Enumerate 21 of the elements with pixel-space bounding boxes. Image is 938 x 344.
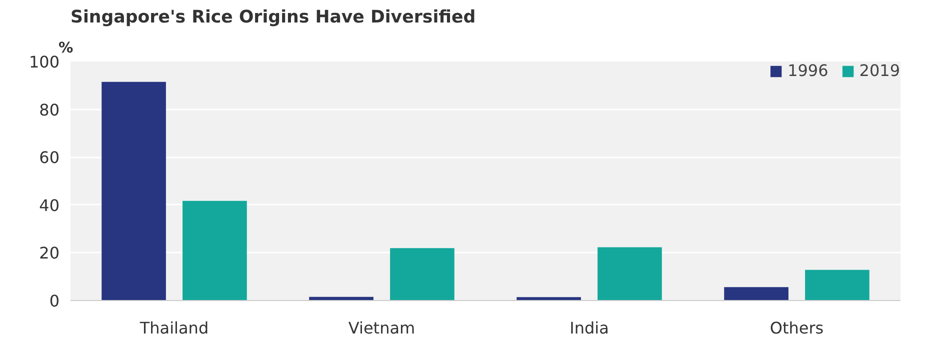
bar <box>805 270 870 300</box>
y-tick-label: 20 <box>39 244 60 263</box>
bar <box>724 287 788 300</box>
x-tick-label: India <box>570 318 609 338</box>
x-tick-label: Vietnam <box>348 318 416 338</box>
y-axis-title: % <box>58 40 74 56</box>
y-tick-label: 0 <box>49 292 60 310</box>
y-tick-label: 60 <box>39 148 60 168</box>
bar <box>516 297 581 300</box>
bar <box>598 247 662 300</box>
bar <box>390 248 454 300</box>
chart-title: Singapore's Rice Origins Have Diversified <box>70 8 476 28</box>
y-tick-label: 40 <box>39 196 60 215</box>
bar <box>182 200 247 300</box>
legend-label: 1996 <box>788 61 828 80</box>
legend-label: 2019 <box>859 61 900 80</box>
y-tick-label: 80 <box>39 100 60 120</box>
x-tick-label: Others <box>770 318 824 338</box>
y-tick-label: 100 <box>28 52 60 72</box>
bar <box>102 82 166 300</box>
x-tick-label: Thailand <box>138 318 209 338</box>
